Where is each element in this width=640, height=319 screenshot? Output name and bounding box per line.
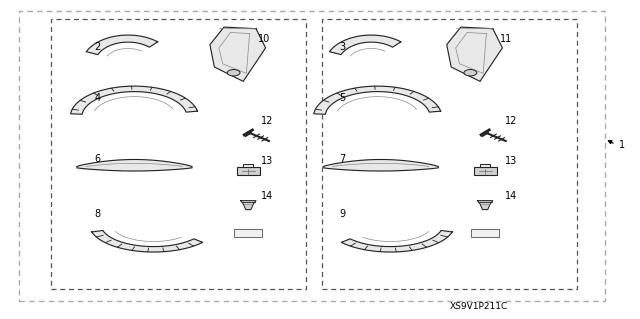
Text: 5: 5: [339, 93, 346, 103]
Text: 3: 3: [339, 42, 346, 52]
Bar: [237, 167, 260, 175]
Text: 2: 2: [94, 42, 100, 52]
Text: 6: 6: [94, 154, 100, 164]
Bar: [322, 19, 577, 289]
Polygon shape: [241, 201, 256, 210]
Bar: [51, 19, 306, 289]
Text: 4: 4: [94, 93, 100, 103]
Text: 9: 9: [339, 209, 346, 219]
Polygon shape: [323, 160, 438, 171]
Bar: [480, 164, 490, 167]
Bar: [243, 164, 253, 167]
Text: 13: 13: [504, 156, 517, 166]
Bar: [474, 167, 497, 175]
Text: 12: 12: [261, 115, 274, 126]
Polygon shape: [314, 86, 440, 114]
Circle shape: [464, 70, 477, 76]
Text: 11: 11: [499, 34, 512, 44]
Polygon shape: [210, 27, 266, 81]
Polygon shape: [77, 160, 192, 171]
Text: 13: 13: [261, 156, 274, 166]
Polygon shape: [447, 27, 502, 81]
Polygon shape: [70, 86, 197, 114]
Polygon shape: [477, 201, 493, 210]
Circle shape: [227, 70, 240, 76]
Text: 12: 12: [504, 115, 517, 126]
Text: 7: 7: [339, 154, 346, 164]
Text: 8: 8: [94, 209, 100, 219]
Bar: [234, 229, 262, 237]
Text: 14: 14: [261, 191, 274, 201]
Polygon shape: [330, 35, 401, 55]
Text: XS9V1P211C: XS9V1P211C: [449, 302, 508, 311]
Polygon shape: [86, 35, 157, 55]
Text: 1: 1: [619, 140, 625, 151]
Polygon shape: [341, 231, 452, 252]
Bar: [471, 229, 499, 237]
Polygon shape: [92, 231, 203, 252]
Text: 14: 14: [504, 191, 517, 201]
Text: 10: 10: [257, 34, 270, 44]
